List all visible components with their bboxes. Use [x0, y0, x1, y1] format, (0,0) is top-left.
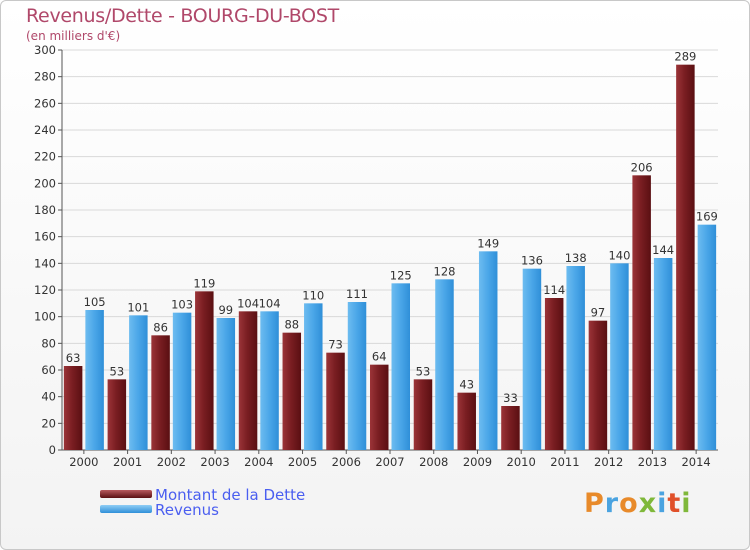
y-tick-label: 200 [34, 176, 56, 190]
x-tick-label: 2014 [681, 455, 710, 469]
x-tick-label: 2001 [113, 455, 142, 469]
y-tick-label: 80 [41, 336, 56, 350]
bar-revenus [172, 312, 192, 450]
data-label: 140 [608, 248, 630, 262]
legend-swatch-revenus [100, 505, 152, 513]
bar-dette [457, 392, 476, 450]
bar-dette [676, 64, 695, 451]
data-label: 43 [459, 378, 474, 392]
bar-dette [326, 352, 345, 450]
bar-revenus [347, 302, 367, 450]
x-tick-label: 2011 [550, 455, 579, 469]
x-tick-label: 2003 [200, 455, 229, 469]
y-tick-label: 160 [34, 230, 56, 244]
data-label: 206 [631, 160, 653, 174]
bar-revenus [478, 251, 498, 450]
bar-dette [501, 406, 520, 450]
x-tick-label: 2000 [69, 455, 98, 469]
data-label: 105 [84, 295, 106, 309]
data-label: 99 [218, 303, 233, 317]
bar-revenus [216, 318, 236, 450]
bar-dette [282, 332, 302, 450]
data-label: 125 [390, 268, 412, 282]
data-label: 97 [591, 306, 606, 320]
data-label: 86 [153, 320, 168, 334]
data-label: 114 [543, 283, 565, 297]
data-label: 111 [346, 287, 368, 301]
bar-revenus [610, 263, 629, 450]
data-label: 289 [674, 50, 696, 64]
y-tick-label: 20 [41, 416, 56, 430]
x-tick-label: 2008 [419, 455, 448, 469]
y-tick-label: 180 [34, 203, 56, 217]
bar-dette [544, 298, 564, 450]
data-label: 149 [477, 236, 499, 250]
y-tick-label: 260 [34, 96, 56, 110]
y-tick-label: 120 [34, 283, 56, 297]
bar-dette [632, 175, 651, 451]
bar-revenus [391, 283, 410, 450]
bar-dette [370, 364, 389, 450]
x-tick-label: 2006 [332, 455, 361, 469]
data-label: 63 [66, 351, 81, 365]
bar-revenus [653, 258, 673, 450]
bar-dette [107, 379, 127, 450]
data-label: 53 [110, 364, 125, 378]
x-tick-label: 2013 [638, 455, 667, 469]
y-tick-label: 240 [34, 123, 56, 137]
bar-dette [195, 291, 214, 450]
y-tick-label: 300 [34, 43, 56, 57]
bar-dette [63, 366, 83, 450]
bar-revenus [522, 268, 542, 450]
x-tick-label: 2010 [507, 455, 536, 469]
legend-label-dette: Montant de la Dette [155, 486, 306, 504]
x-tick-label: 2002 [157, 455, 186, 469]
bar-revenus [304, 303, 323, 450]
data-label: 128 [434, 264, 456, 278]
legend-label-revenus: Revenus [155, 501, 219, 519]
bar-revenus [435, 279, 454, 450]
data-label: 110 [302, 288, 324, 302]
x-tick-label: 2009 [463, 455, 492, 469]
data-label: 53 [416, 364, 431, 378]
data-label: 88 [284, 318, 299, 332]
y-tick-label: 280 [34, 70, 56, 84]
y-tick-label: 60 [41, 363, 56, 377]
data-label: 104 [259, 296, 281, 310]
data-label: 101 [127, 300, 149, 314]
bar-revenus [85, 310, 104, 450]
chart-subtitle: (en milliers d'€) [26, 29, 121, 43]
x-tick-label: 2005 [288, 455, 317, 469]
data-label: 169 [696, 210, 718, 224]
bar-revenus [566, 266, 585, 450]
y-tick-label: 220 [34, 150, 56, 164]
data-label: 138 [565, 251, 587, 265]
bar-dette [151, 335, 170, 450]
data-label: 33 [503, 391, 518, 405]
data-label: 119 [193, 276, 215, 290]
data-label: 144 [652, 243, 674, 257]
y-tick-label: 140 [34, 256, 56, 270]
proxiti-logo: Proxiti [584, 488, 692, 519]
chart-title: Revenus/Dette - BOURG-DU-BOST [26, 5, 339, 27]
data-label: 104 [237, 296, 259, 310]
x-tick-label: 2007 [375, 455, 404, 469]
bar-dette [588, 320, 608, 450]
bar-dette [413, 379, 433, 450]
data-label: 136 [521, 254, 543, 268]
y-tick-label: 100 [34, 310, 56, 324]
legend-swatch-dette [100, 490, 152, 498]
data-label: 103 [171, 298, 193, 312]
bar-revenus [697, 224, 717, 450]
bar-revenus [129, 315, 148, 450]
y-tick-label: 40 [41, 390, 56, 404]
data-label: 73 [328, 338, 343, 352]
y-tick-label: 0 [49, 443, 56, 457]
data-label: 64 [372, 350, 387, 364]
bar-revenus [260, 311, 279, 450]
x-tick-label: 2012 [594, 455, 623, 469]
x-tick-label: 2004 [244, 455, 273, 469]
bar-dette [238, 311, 258, 450]
